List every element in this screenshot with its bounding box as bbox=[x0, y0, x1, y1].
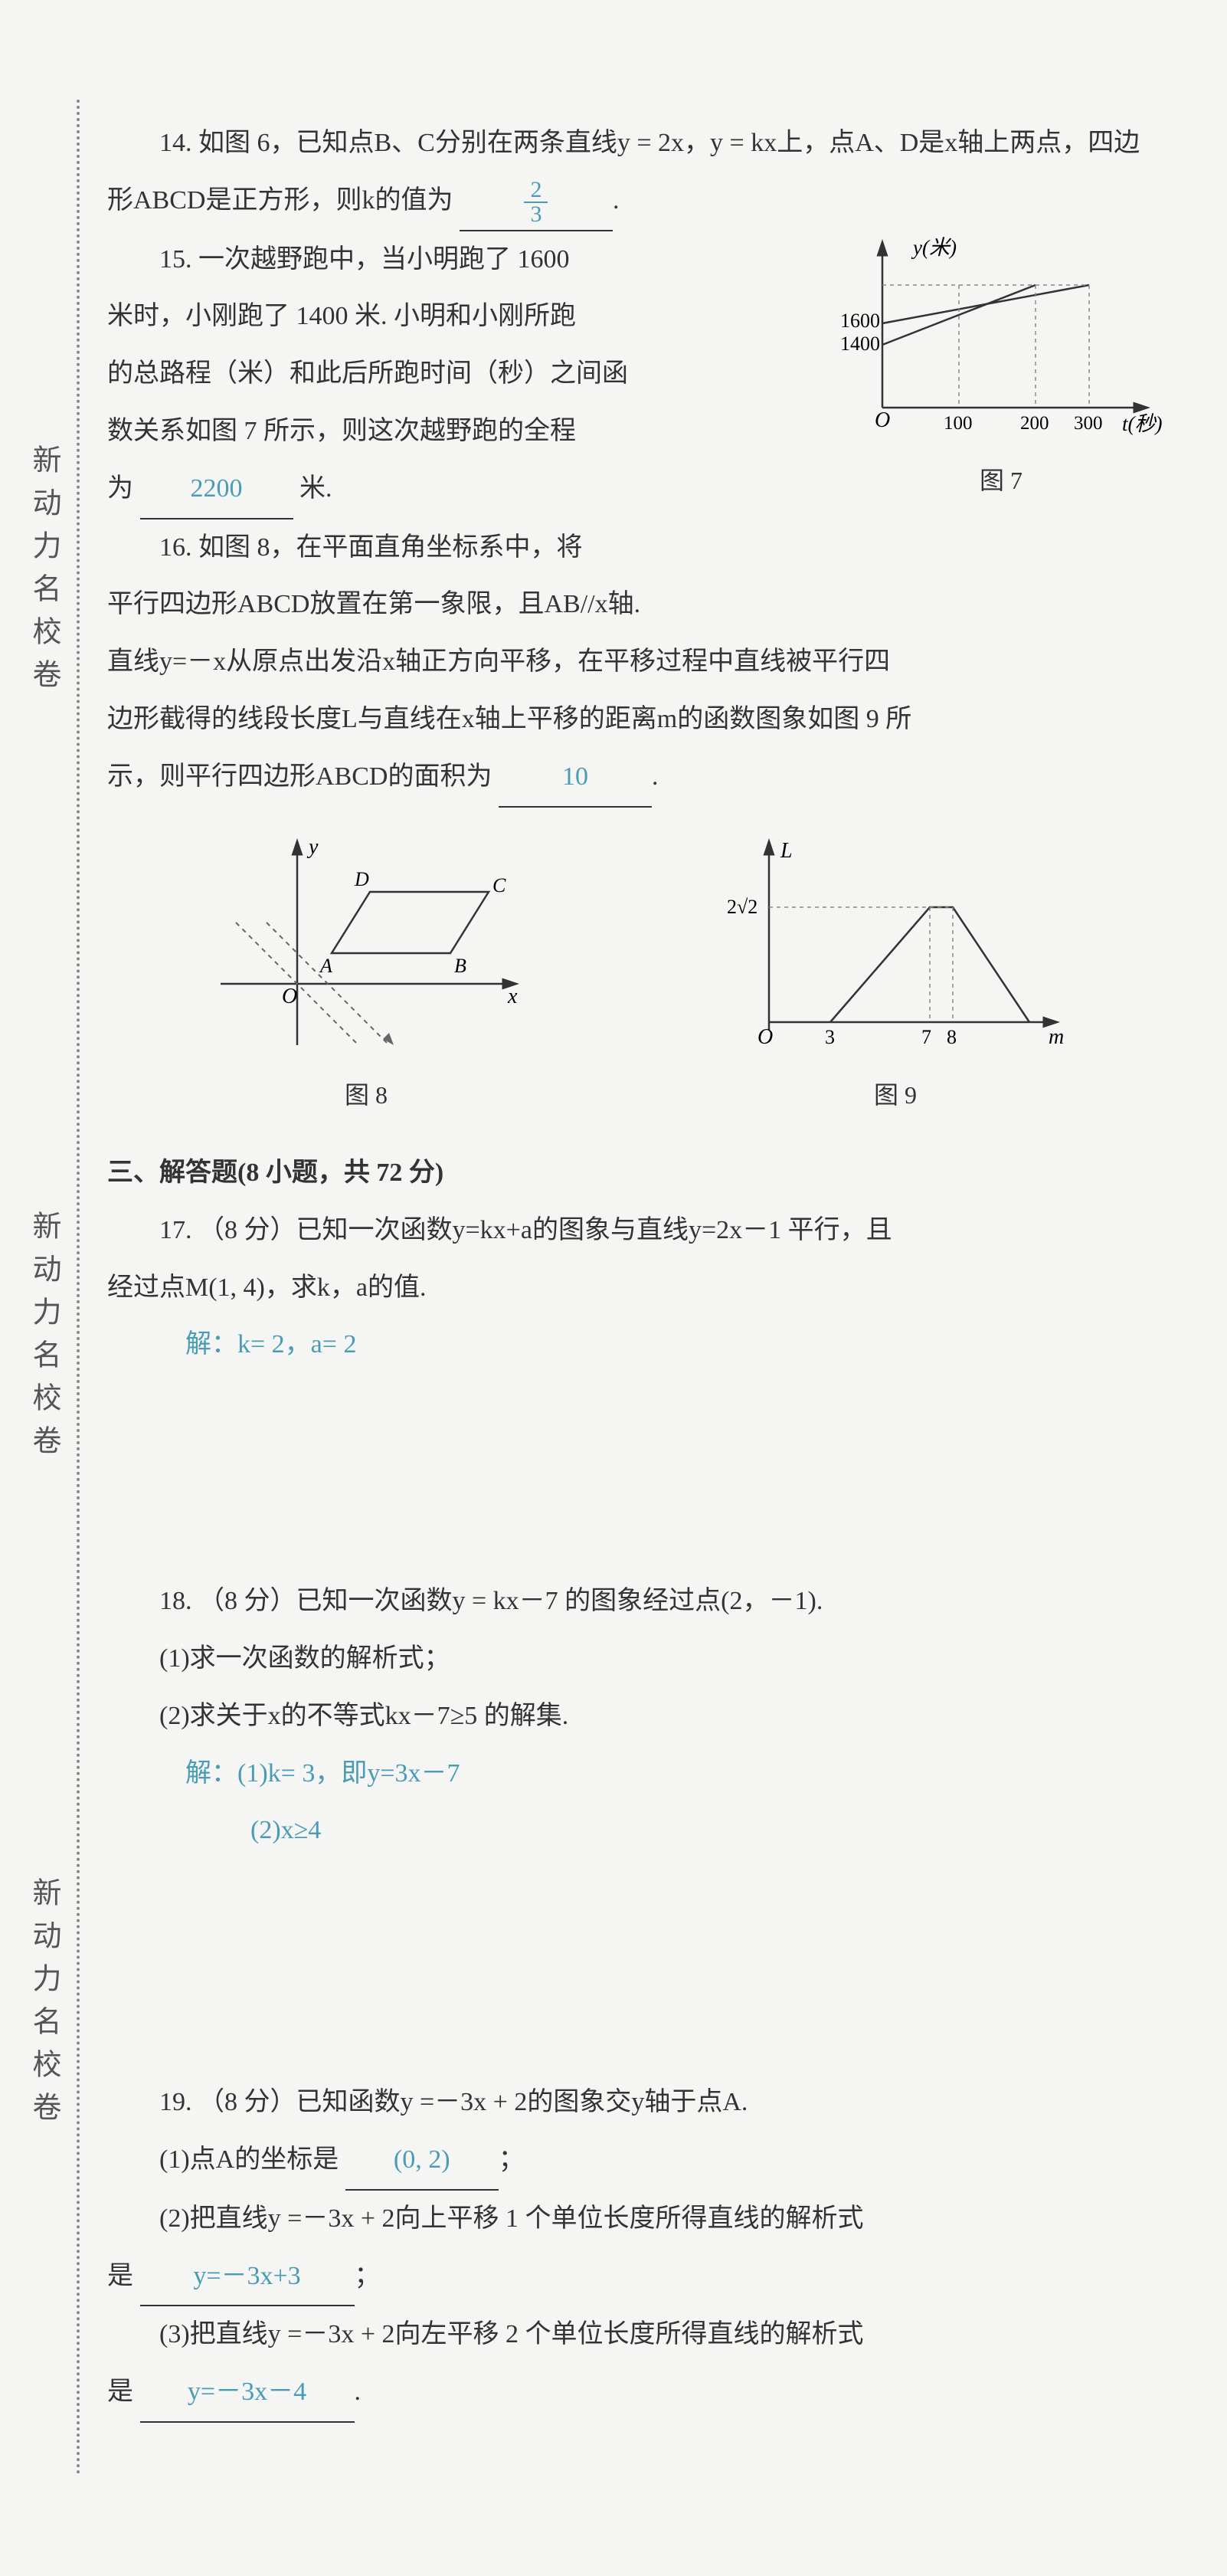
q19-ans3-blank: y=－3x－4 bbox=[140, 2364, 355, 2423]
q17-line1: 17. （8 分）已知一次函数y=kx+a的图象与直线y=2x－1 平行，且 bbox=[107, 1202, 1166, 1260]
figure-8-block: x y O A B C D 图 8 bbox=[205, 831, 527, 1122]
q18-line3: (2)求关于x的不等式kx－7≥5 的解集. bbox=[107, 1688, 1166, 1745]
figure-7-svg: O t(秒) y(米) 1600 1400 100 200 300 bbox=[836, 231, 1166, 446]
svg-text:m: m bbox=[1049, 1025, 1064, 1049]
fig7-x1: 100 bbox=[944, 413, 973, 434]
q17-line2: 经过点M(1, 4)，求k，a的值. bbox=[107, 1260, 1166, 1317]
fig7-origin: O bbox=[875, 408, 890, 432]
q18-sol-label: 解： bbox=[185, 1759, 237, 1788]
q19-l4-pre: 是 bbox=[107, 2262, 133, 2290]
q15-post: 米. bbox=[299, 474, 332, 503]
spacer-1 bbox=[107, 1374, 1166, 1573]
q14-body: 14. 如图 6，已知点B、C分别在两条直线y = 2x，y = kx上，点A、… bbox=[107, 129, 1140, 215]
q17-solution: 解：k= 2，a= 2 bbox=[185, 1316, 1166, 1374]
fig7-x3: 300 bbox=[1074, 413, 1103, 434]
svg-text:A: A bbox=[319, 955, 332, 977]
q19-ans2-blank: y=－3x+3 bbox=[140, 2248, 355, 2307]
figure-7-caption: 图 7 bbox=[980, 454, 1022, 507]
q18-solution-1: 解：(1)k= 3，即y=3x－7 bbox=[185, 1745, 1166, 1803]
q19-line3: (2)把直线y =－3x + 2向上平移 1 个单位长度所得直线的解析式 bbox=[107, 2191, 1166, 2248]
q18-sol1: (1)k= 3，即y=3x－7 bbox=[237, 1759, 460, 1788]
figure-7-block: O t(秒) y(米) 1600 1400 100 200 300 图 7 bbox=[836, 231, 1166, 507]
fig7-y1: 1600 bbox=[840, 310, 880, 332]
q14-answer-blank: 2 3 bbox=[460, 172, 613, 231]
q18-line1: 18. （8 分）已知一次函数y = kx－7 的图象经过点(2，－1). bbox=[107, 1573, 1166, 1630]
q16-line1: 16. 如图 8，在平面直角坐标系中，将 bbox=[107, 519, 1166, 577]
q14-num: 2 bbox=[524, 179, 548, 203]
q19-line4: 是 y=－3x+3； bbox=[107, 2248, 1166, 2307]
q17-sol-text: k= 2，a= 2 bbox=[237, 1330, 356, 1358]
q16-line4: 边形截得的线段长度L与直线在x轴上平移的距离m的函数图象如图 9 所 bbox=[107, 691, 1166, 749]
q15-answer-blank: 2200 bbox=[140, 460, 293, 519]
q14-frac: 2 3 bbox=[524, 179, 548, 226]
q19-l6-pre: 是 bbox=[107, 2378, 133, 2406]
q16-line3: 直线y=－x从原点出发沿x轴正方向平移，在平移过程中直线被平行四 bbox=[107, 634, 1166, 691]
q16-answer-blank: 10 bbox=[499, 749, 652, 808]
q14-den: 3 bbox=[524, 203, 548, 226]
q19-l2-pre: (1)点A的坐标是 bbox=[159, 2145, 339, 2174]
fig7-x2: 200 bbox=[1020, 413, 1049, 434]
fig7-xlabel: t(秒) bbox=[1122, 412, 1162, 435]
q19-ans1-blank: (0, 2) bbox=[345, 2132, 499, 2191]
q16-line5: 示，则平行四边形ABCD的面积为 10. bbox=[107, 749, 1166, 808]
svg-text:O: O bbox=[282, 985, 297, 1008]
fig9-x3: 8 bbox=[947, 1026, 957, 1048]
q19-line6: 是 y=－3x－4. bbox=[107, 2364, 1166, 2423]
q19-line1: 19. （8 分）已知函数y =－3x + 2的图象交y轴于点A. bbox=[107, 2074, 1166, 2132]
figure-8-caption: 图 8 bbox=[345, 1068, 388, 1122]
fig7-ylabel: y(米) bbox=[911, 236, 957, 259]
section-3-title: 三、解答题(8 小题，共 72 分) bbox=[107, 1145, 1166, 1202]
svg-text:L: L bbox=[780, 839, 793, 863]
svg-text:C: C bbox=[492, 874, 506, 896]
svg-text:O: O bbox=[757, 1025, 773, 1049]
q19-l6-post: . bbox=[355, 2378, 362, 2406]
q19-line5: (3)把直线y =－3x + 2向左平移 2 个单位长度所得直线的解析式 bbox=[107, 2306, 1166, 2364]
svg-text:y: y bbox=[306, 835, 319, 859]
q16-line2: 平行四边形ABCD放置在第一象限，且AB//x轴. bbox=[107, 576, 1166, 634]
spacer-2 bbox=[107, 1860, 1166, 2074]
svg-text:x: x bbox=[507, 985, 518, 1008]
figure-9-caption: 图 9 bbox=[874, 1068, 917, 1122]
q14-period: . bbox=[613, 186, 620, 215]
figure-9-svg: O L m 2√2 3 7 8 bbox=[723, 831, 1068, 1060]
fig9-x1: 3 bbox=[825, 1026, 835, 1048]
figure-8-svg: x y O A B C D bbox=[205, 831, 527, 1060]
fig9-x2: 7 bbox=[921, 1026, 931, 1048]
q18-line2: (1)求一次函数的解析式； bbox=[107, 1630, 1166, 1688]
q18-solution-2: (2)x≥4 bbox=[250, 1802, 1166, 1860]
svg-text:B: B bbox=[454, 955, 466, 977]
q19-l4-post: ； bbox=[355, 2262, 381, 2290]
q14-text: 14. 如图 6，已知点B、C分别在两条直线y = 2x，y = kx上，点A、… bbox=[107, 115, 1166, 231]
q17-sol-label: 解： bbox=[185, 1330, 237, 1358]
q16-pre: 示，则平行四边形ABCD的面积为 bbox=[107, 762, 492, 791]
q19-line2: (1)点A的坐标是 (0, 2)； bbox=[107, 2132, 1166, 2191]
svg-text:D: D bbox=[354, 868, 369, 890]
fig7-y2: 1400 bbox=[840, 333, 880, 355]
page-content: 14. 如图 6，已知点B、C分别在两条直线y = 2x，y = kx上，点A、… bbox=[0, 0, 1227, 2576]
q16-period: . bbox=[652, 762, 659, 791]
q15-pre: 为 bbox=[107, 474, 133, 503]
fig9-ytick: 2√2 bbox=[727, 896, 757, 918]
figure-9-block: O L m 2√2 3 7 8 图 9 bbox=[723, 831, 1068, 1122]
figure-row-8-9: x y O A B C D 图 8 bbox=[107, 831, 1166, 1122]
q19-l2-post: ； bbox=[499, 2145, 525, 2174]
